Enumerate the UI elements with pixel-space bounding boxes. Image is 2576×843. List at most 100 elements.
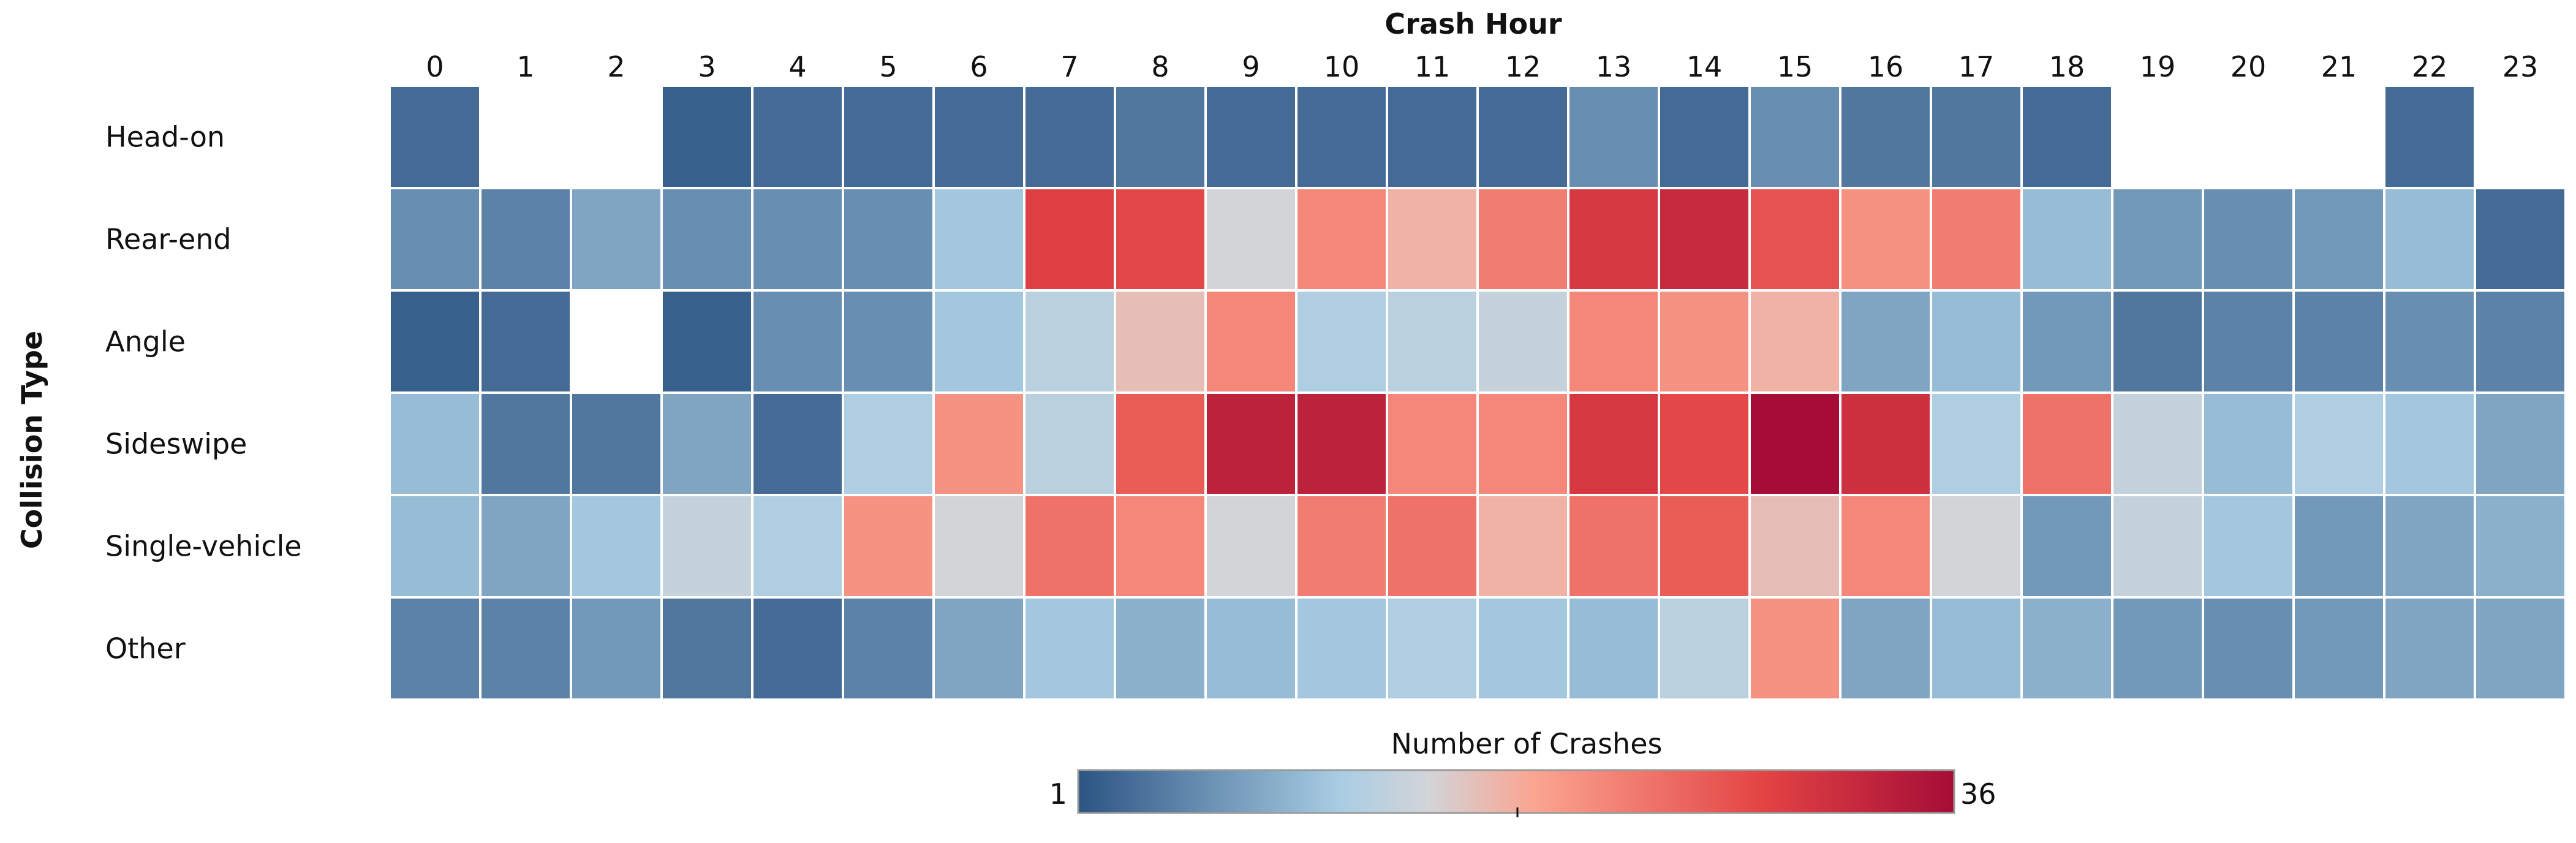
heatmap-cell (1748, 289, 1841, 394)
heatmap-cell (932, 494, 1025, 599)
heatmap-cell (1023, 391, 1116, 496)
heatmap-cell (2111, 187, 2204, 292)
heatmap-cell (2020, 596, 2113, 701)
x-tick-label: 14 (1686, 50, 1723, 83)
heatmap-cell (2020, 391, 2113, 496)
heatmap-cell (1476, 85, 1569, 189)
heatmap-cell (1839, 596, 1932, 701)
heatmap-cell (1567, 289, 1660, 394)
heatmap-cell (2111, 494, 2204, 599)
x-tick-label: 2 (607, 50, 625, 83)
heatmap-cell (1567, 85, 1660, 189)
heatmap-cell (2111, 391, 2204, 496)
heatmap-cell (388, 596, 482, 701)
heatmap-cell (1839, 494, 1932, 599)
heatmap-cell (1748, 85, 1841, 189)
heatmap-cell (570, 391, 663, 496)
heatmap-cell (1204, 289, 1297, 394)
heatmap-cell (2202, 187, 2295, 292)
x-tick-label: 23 (2502, 50, 2539, 83)
heatmap-cell (842, 289, 935, 394)
heatmap-cell (1658, 494, 1751, 599)
heatmap-cell (2474, 596, 2567, 701)
legend-gradient-bar (1077, 769, 1955, 814)
x-tick-label: 5 (879, 50, 897, 83)
heatmap-cell (2474, 289, 2567, 394)
heatmap-cell (1295, 391, 1388, 496)
heatmap-cell (388, 289, 482, 394)
heatmap-cell (1023, 289, 1116, 394)
heatmap-cell (751, 596, 844, 701)
heatmap-cell (1386, 391, 1479, 496)
heatmap-cell (932, 391, 1025, 496)
heatmap-cell (1204, 596, 1297, 701)
heatmap-cell (570, 494, 663, 599)
heatmap-cell (1114, 596, 1207, 701)
heatmap-cell (751, 85, 844, 189)
x-tick-label: 7 (1060, 50, 1078, 83)
heatmap-cell (751, 391, 844, 496)
heatmap-cell (2111, 289, 2204, 394)
x-tick-label: 1 (516, 50, 534, 83)
heatmap-cell (932, 289, 1025, 394)
heatmap-cell (842, 85, 935, 189)
heatmap-cell (2020, 289, 2113, 394)
heatmap-cell (1114, 289, 1207, 394)
heatmap-cell (1930, 596, 2023, 701)
heatmap-cell (1023, 494, 1116, 599)
x-tick-label: 22 (2412, 50, 2448, 83)
heatmap-cell (1114, 85, 1207, 189)
heatmap-cell (2383, 391, 2476, 496)
y-tick-label: Single-vehicle (105, 530, 302, 563)
heatmap-cell (1295, 494, 1388, 599)
heatmap-cell (2383, 289, 2476, 394)
heatmap-cell (1204, 391, 1297, 496)
heatmap-cell (842, 391, 935, 496)
heatmap-cell (570, 596, 663, 701)
x-tick-label: 0 (426, 50, 444, 83)
heatmap-cell (1567, 494, 1660, 599)
heatmap-cell (2292, 187, 2385, 292)
heatmap-cell (388, 494, 482, 599)
heatmap-cell (1114, 187, 1207, 292)
y-axis-tick-labels: Head-on Rear-end Angle Sideswipe Single-vehi… (105, 121, 302, 665)
heatmap-cell (842, 494, 935, 599)
heatmap-cell (1930, 187, 2023, 292)
x-tick-label: 11 (1415, 50, 1451, 83)
heatmap-cell (1386, 85, 1479, 189)
legend-title: Number of Crashes (1391, 727, 1663, 760)
x-tick-label: 8 (1151, 50, 1169, 83)
heatmap-cell (1295, 187, 1388, 292)
x-tick-label: 16 (1868, 50, 1904, 83)
heatmap-cell (2474, 187, 2567, 292)
y-axis-title: Collision Type (15, 331, 48, 549)
heatmap-cell (1386, 289, 1479, 394)
heatmap-cell (660, 391, 754, 496)
x-tick-label: 3 (698, 50, 716, 83)
color-legend: Number of Crashes 1 36 (1049, 727, 1996, 817)
heatmap-cell (1839, 391, 1932, 496)
heatmap-cell (1295, 85, 1388, 189)
heatmap-cell (1023, 596, 1116, 701)
heatmap-cell (660, 289, 754, 394)
heatmap-cell (1386, 596, 1479, 701)
heatmap-cell (2292, 596, 2385, 701)
heatmap-cell (1839, 85, 1932, 189)
x-tick-label: 20 (2230, 50, 2267, 83)
heatmap-cell (2111, 596, 2204, 701)
heatmap-cell (2202, 289, 2295, 394)
y-tick-label: Angle (105, 325, 186, 358)
y-tick-label: Other (105, 632, 186, 665)
heatmap-cell (388, 391, 482, 496)
heatmap-cell (2383, 85, 2476, 189)
heatmap-cell (1658, 187, 1751, 292)
heatmap-cell (2020, 85, 2113, 189)
heatmap-cell (1930, 391, 2023, 496)
heatmap-cell (660, 494, 754, 599)
x-axis-tick-labels: 0 1 2 3 4 5 6 7 8 9 10 11 12 13 14 15 16 17 18 19 20 21 22 23 (426, 50, 2538, 83)
heatmap-cell (2020, 187, 2113, 292)
x-tick-label: 4 (788, 50, 806, 83)
heatmap-cell (2292, 391, 2385, 496)
heatmap-cell (2020, 494, 2113, 599)
